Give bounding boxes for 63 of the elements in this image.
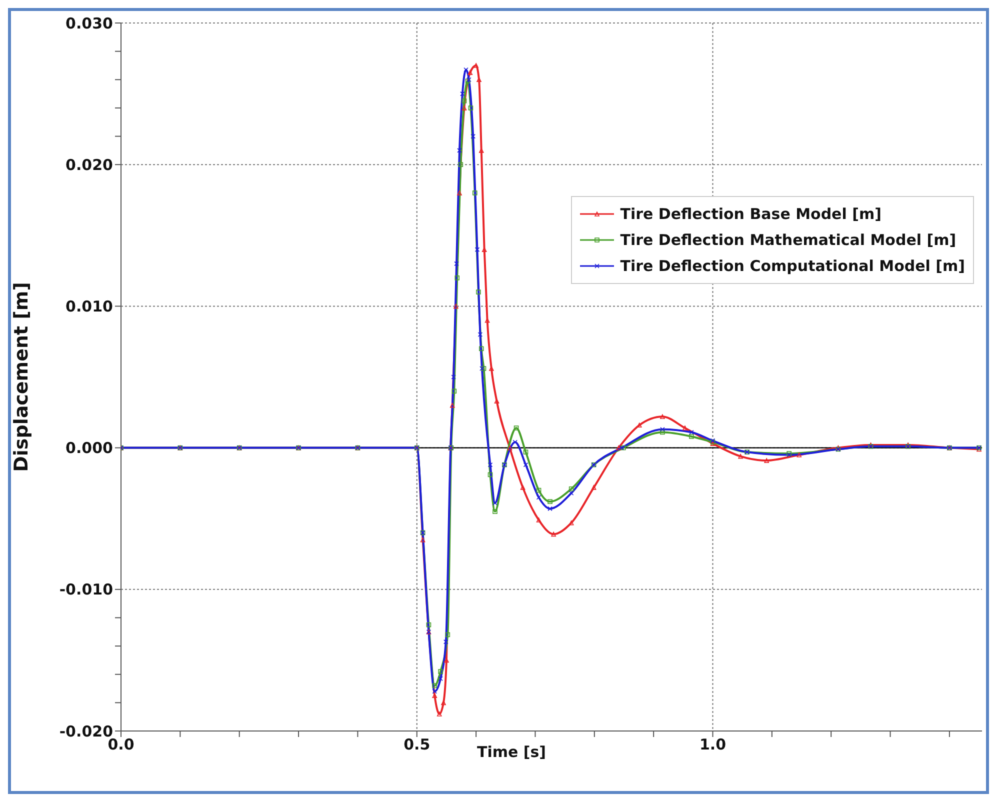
point <box>478 346 484 352</box>
point <box>441 700 446 706</box>
point <box>462 98 467 104</box>
point <box>478 332 483 337</box>
point <box>507 445 512 450</box>
point <box>460 91 465 96</box>
point <box>488 472 493 478</box>
x-axis-title: Time [s] <box>476 743 546 761</box>
point <box>457 190 462 196</box>
point <box>470 134 476 139</box>
point <box>514 426 519 430</box>
point <box>738 454 743 459</box>
point <box>551 532 556 537</box>
point <box>464 67 468 72</box>
legend-label: Tire Deflection Computational Model [m] <box>620 257 965 275</box>
y-tick-label: 0.030 <box>66 14 113 32</box>
point <box>660 414 665 420</box>
point <box>462 106 467 110</box>
point <box>450 402 455 408</box>
point <box>458 162 464 167</box>
point <box>457 148 462 153</box>
legend-label: Tire Deflection Base Model [m] <box>620 205 882 223</box>
point <box>660 426 665 432</box>
point <box>420 537 426 542</box>
point <box>445 632 450 638</box>
point <box>454 261 459 266</box>
point <box>438 676 443 682</box>
point <box>660 430 665 435</box>
point <box>454 304 458 309</box>
x-tick-label: 0.5 <box>404 736 430 754</box>
y-tick-label: 0.000 <box>66 439 113 458</box>
point <box>494 398 500 404</box>
y-tick-label: -0.010 <box>59 580 113 599</box>
point <box>616 445 622 450</box>
point <box>536 488 542 493</box>
point <box>443 639 448 644</box>
point <box>454 275 460 280</box>
point <box>426 622 432 628</box>
point <box>682 426 688 430</box>
point <box>568 486 574 492</box>
point <box>689 430 694 435</box>
x-tick-label: 1.0 <box>699 736 726 754</box>
point <box>452 388 457 394</box>
point <box>796 452 802 458</box>
y-tick-label: 0.020 <box>66 156 113 174</box>
point <box>591 485 596 490</box>
point <box>488 462 493 468</box>
point <box>432 683 438 688</box>
y-axis-title: Displacement [m] <box>10 282 33 472</box>
point <box>474 247 480 252</box>
point <box>438 669 443 674</box>
point <box>476 290 481 294</box>
y-tick-label: 0.010 <box>66 298 113 316</box>
legend-label: Tire Deflection Mathematical Model [m] <box>620 231 956 249</box>
point <box>492 509 498 514</box>
point <box>548 506 552 512</box>
point <box>451 374 456 380</box>
point <box>468 106 474 110</box>
point <box>523 462 528 468</box>
x-tick-label: 0.0 <box>108 736 134 754</box>
point <box>436 712 442 716</box>
point <box>523 450 528 454</box>
point <box>472 190 478 196</box>
